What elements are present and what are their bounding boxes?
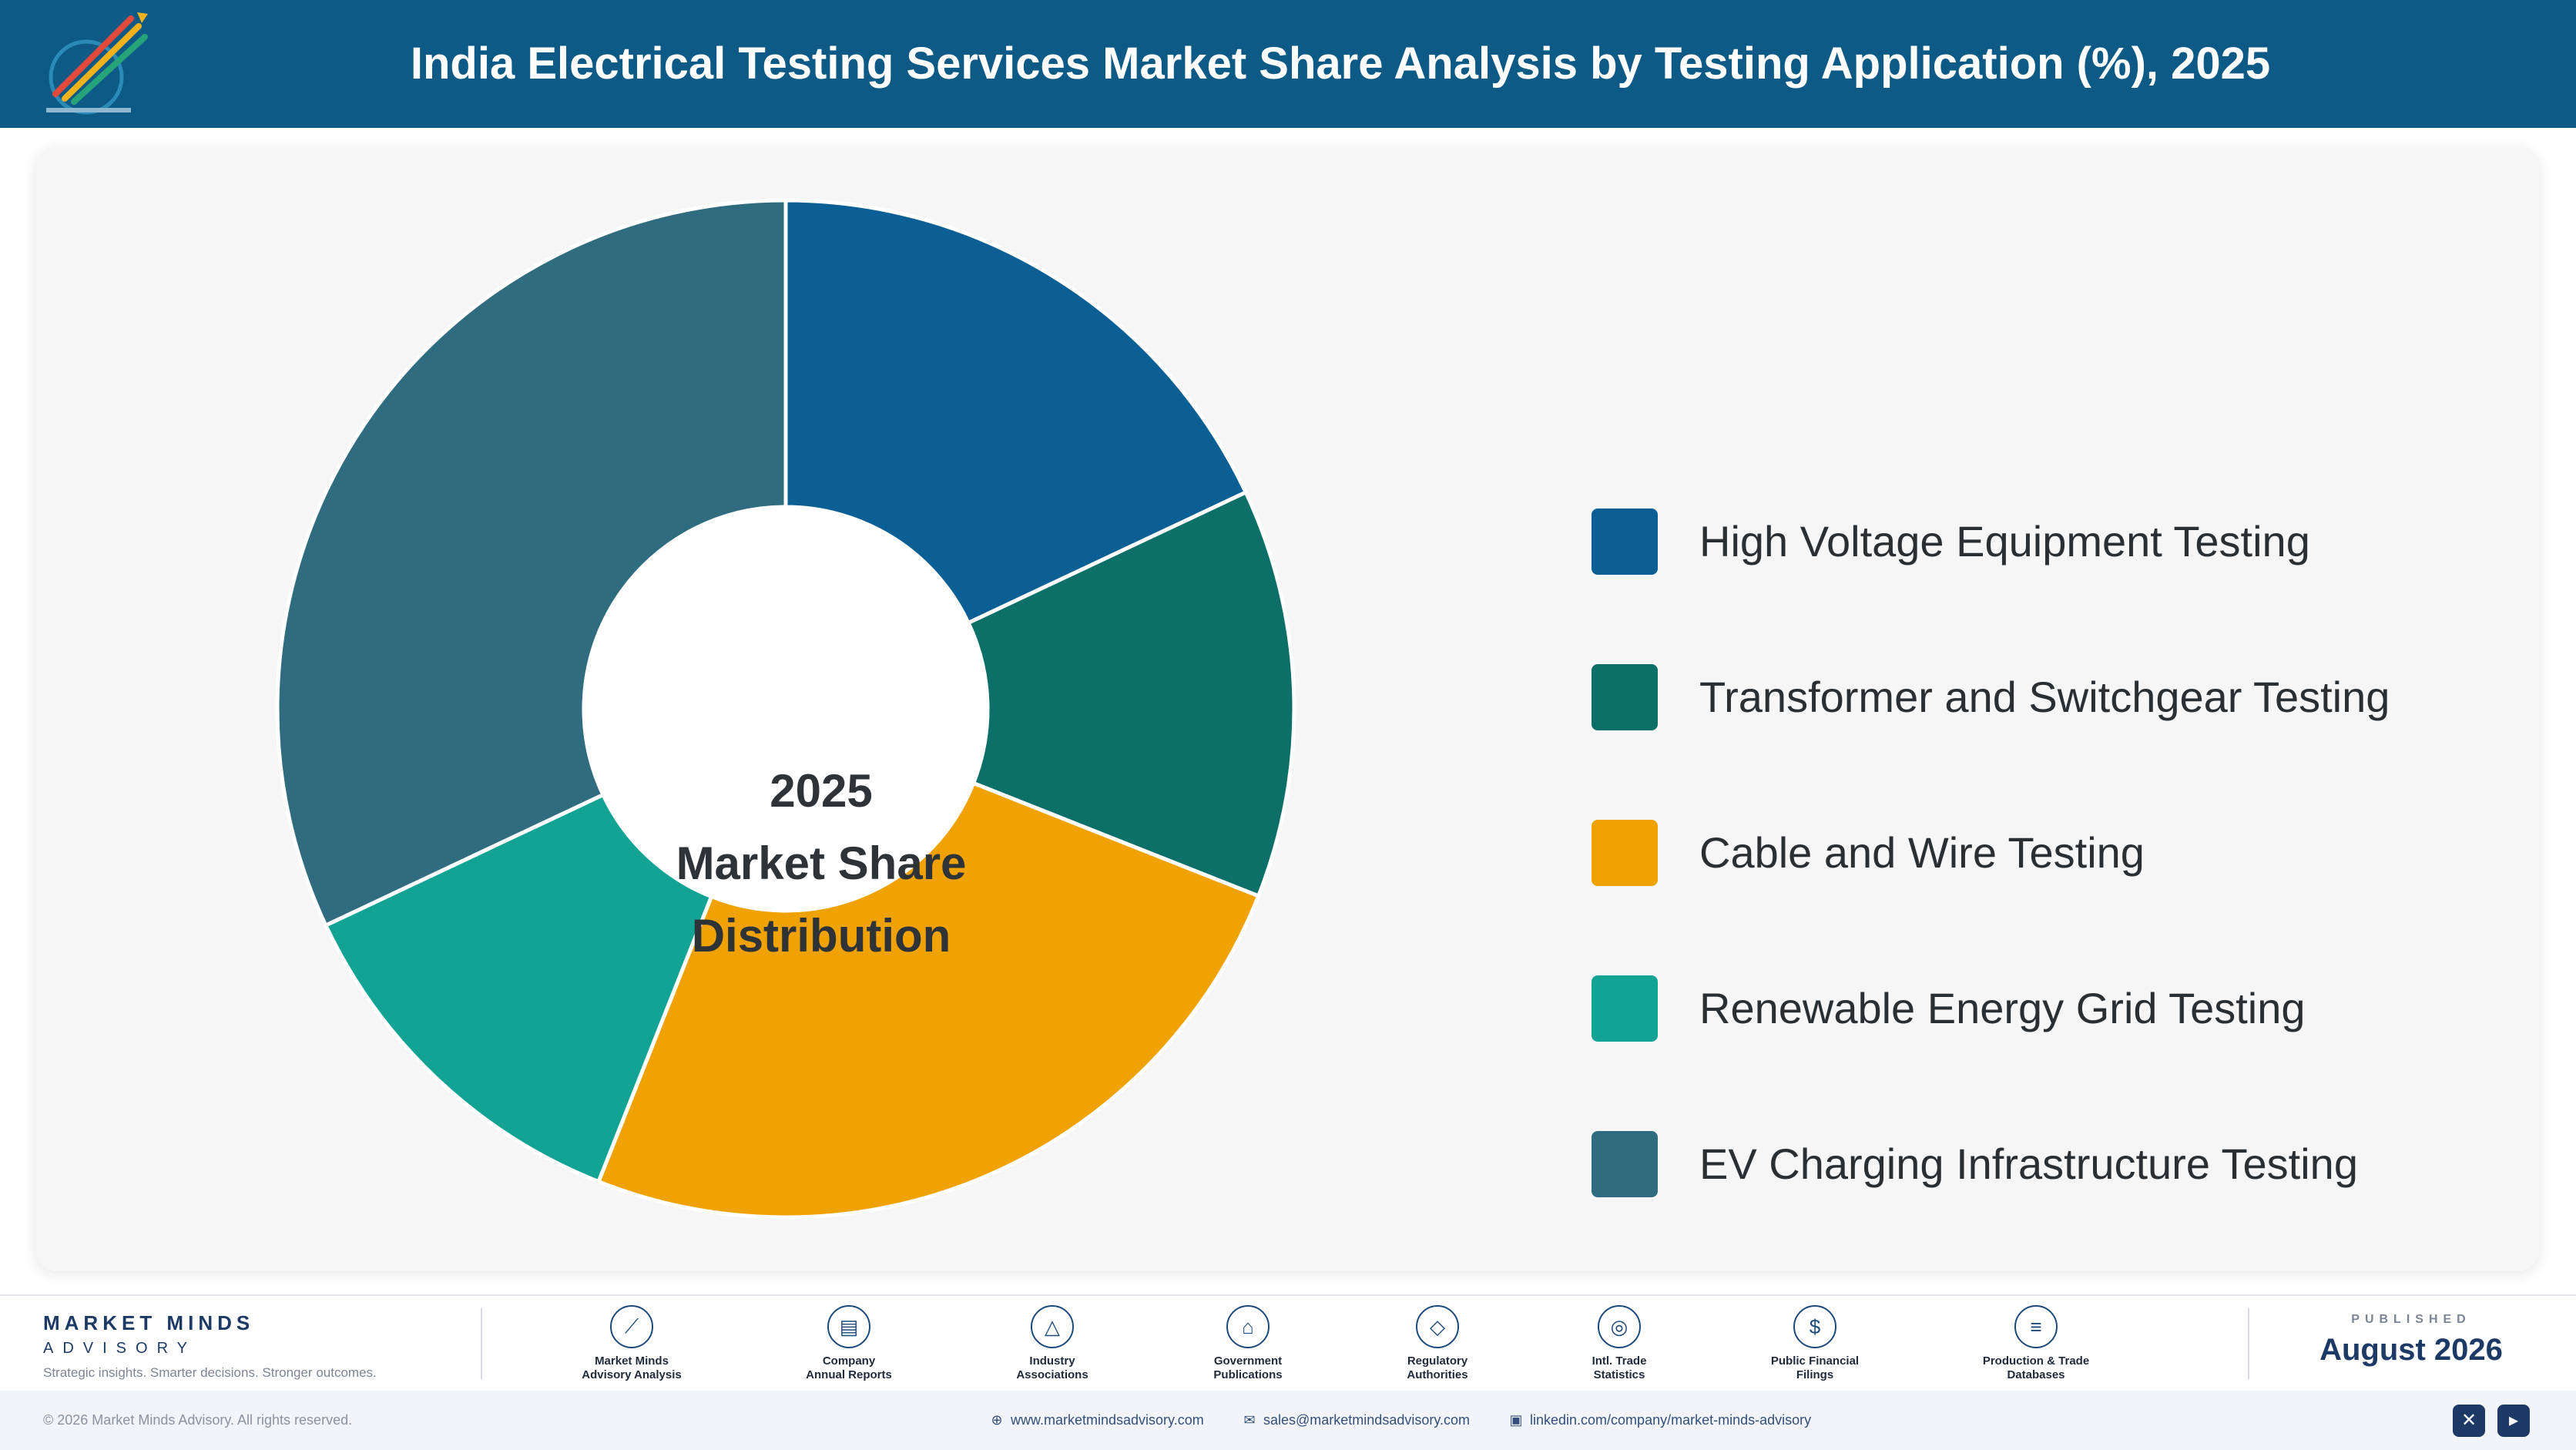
center-label-year: 2025 [644, 755, 998, 827]
legend-item-ev-charging: EV Charging Infrastructure Testing [1592, 1131, 2516, 1199]
source-label: Industry Associations [960, 1354, 1145, 1382]
youtube-social-icon[interactable]: ▸ [2497, 1405, 2530, 1437]
legend-swatch [1592, 1131, 1658, 1197]
mail-icon: ✉ [1242, 1391, 1257, 1450]
brand-tagline: Strategic insights. Smarter decisions. S… [43, 1365, 377, 1381]
source-item: ≡ Production & Trade Databases [1944, 1304, 2128, 1382]
document-icon: ▤ [827, 1305, 870, 1348]
bank-icon: ⌂ [1226, 1305, 1270, 1348]
source-item: $ Public Financial Filings [1722, 1304, 1907, 1382]
brand-subtitle: ADVISORY [43, 1340, 377, 1358]
legend-label: High Voltage Equipment Testing [1699, 509, 2310, 575]
page-title: India Electrical Testing Services Market… [185, 0, 2496, 128]
email-link[interactable]: ✉ sales@marketmindsadvisory.com [1242, 1391, 1470, 1450]
website-link[interactable]: ⊕ www.marketmindsadvisory.com [989, 1391, 1204, 1450]
source-label: Regulatory Authorities [1345, 1354, 1530, 1382]
legend-swatch [1592, 664, 1658, 730]
donut-center-label: 2025 Market Share Distribution [644, 755, 998, 972]
published-date: August 2026 [2265, 1333, 2558, 1368]
source-item: ▤ Company Annual Reports [756, 1304, 941, 1382]
source-label: Government Publications [1156, 1354, 1340, 1382]
footer-contact-bar: © 2026 Market Minds Advisory. All rights… [0, 1391, 2576, 1450]
legend-item-transformer: Transformer and Switchgear Testing [1592, 664, 2516, 732]
chart-line-icon: ⟋ [610, 1305, 653, 1348]
sources-list: ⟋ Market Minds Advisory Analysis ▤ Compan… [539, 1304, 2195, 1388]
legend-swatch [1592, 820, 1658, 886]
company-logo [39, 9, 154, 121]
source-label: Public Financial Filings [1722, 1354, 1907, 1382]
footer-brand: MARKET MINDS ADVISORY Strategic insights… [43, 1311, 377, 1381]
source-label: Intl. Trade Statistics [1527, 1354, 1712, 1382]
center-label-line3: Distribution [644, 900, 998, 972]
legend-label: Transformer and Switchgear Testing [1699, 664, 2390, 730]
legend-label: Renewable Energy Grid Testing [1699, 975, 2306, 1042]
legend-swatch [1592, 975, 1658, 1042]
database-icon: ≡ [2014, 1305, 2058, 1348]
shield-icon: ◇ [1416, 1305, 1459, 1348]
source-item: △ Industry Associations [960, 1304, 1145, 1382]
header-bar: India Electrical Testing Services Market… [0, 0, 2576, 128]
published-label: PUBLISHED [2265, 1313, 2558, 1327]
legend-label: Cable and Wire Testing [1699, 820, 2145, 886]
legend-item-high-voltage: High Voltage Equipment Testing [1592, 509, 2516, 576]
network-icon: △ [1031, 1305, 1074, 1348]
chart-card: 2025 Market Share Distribution High Volt… [35, 146, 2539, 1271]
divider [481, 1308, 482, 1379]
globe-icon: ⊕ [989, 1391, 1005, 1450]
globe-icon: ◎ [1598, 1305, 1641, 1348]
source-label: Market Minds Advisory Analysis [539, 1354, 724, 1382]
brand-name: MARKET MINDS [43, 1311, 377, 1335]
source-label: Production & Trade Databases [1944, 1354, 2128, 1382]
x-social-icon[interactable]: ✕ [2453, 1405, 2485, 1437]
linkedin-link[interactable]: ▣ linkedin.com/company/market-minds-advis… [1508, 1391, 1811, 1450]
legend-item-renewable: Renewable Energy Grid Testing [1592, 975, 2516, 1043]
copyright-text: © 2026 Market Minds Advisory. All rights… [43, 1391, 352, 1450]
center-label-line2: Market Share [644, 827, 998, 900]
source-label: Company Annual Reports [756, 1354, 941, 1382]
legend-swatch [1592, 509, 1658, 575]
source-item: ⌂ Government Publications [1156, 1304, 1340, 1382]
coin-icon: $ [1793, 1305, 1836, 1348]
legend-item-cable-wire: Cable and Wire Testing [1592, 820, 2516, 888]
published-block: PUBLISHED August 2026 [2265, 1313, 2558, 1368]
divider [2248, 1308, 2249, 1379]
source-item: ⟋ Market Minds Advisory Analysis [539, 1304, 724, 1382]
footer-sources-bar: MARKET MINDS ADVISORY Strategic insights… [0, 1294, 2576, 1391]
linkedin-icon: ▣ [1508, 1391, 1524, 1450]
source-item: ◇ Regulatory Authorities [1345, 1304, 1530, 1382]
legend-label: EV Charging Infrastructure Testing [1699, 1131, 2358, 1197]
source-item: ◎ Intl. Trade Statistics [1527, 1304, 1712, 1382]
